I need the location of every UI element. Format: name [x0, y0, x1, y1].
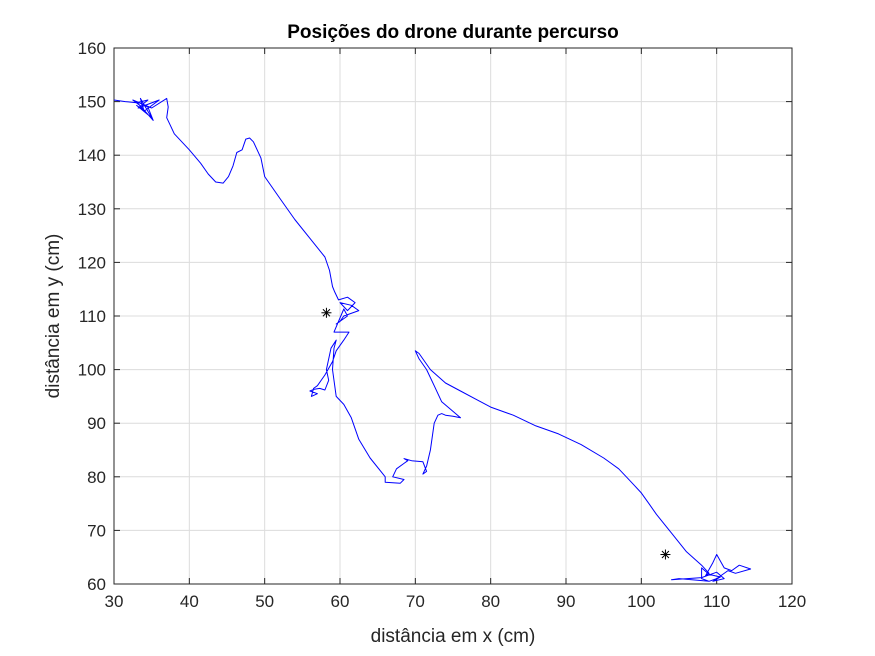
x-tick-label: 100: [627, 592, 655, 611]
y-tick-label: 100: [78, 361, 106, 380]
x-tick-label: 50: [255, 592, 274, 611]
x-tick-label: 120: [778, 592, 806, 611]
x-tick-label: 40: [180, 592, 199, 611]
x-tick-label: 90: [557, 592, 576, 611]
x-tick-label: 110: [703, 592, 730, 611]
x-tick-label: 80: [481, 592, 500, 611]
y-tick-label: 60: [87, 575, 106, 594]
y-tick-label: 110: [79, 307, 106, 326]
y-tick-label: 130: [78, 200, 106, 219]
y-tick-label: 150: [78, 93, 106, 112]
x-axis-label: distância em x (cm): [371, 626, 536, 647]
x-tick-label: 30: [105, 592, 124, 611]
axis-ticks: 30 40 50 60 70 80 90 100 110 120 60 70 80 90 100 110 120…: [78, 39, 807, 611]
y-tick-label: 70: [87, 521, 106, 540]
star-marker: [660, 549, 671, 560]
y-tick-label: 140: [78, 146, 106, 165]
star-marker: [321, 307, 332, 318]
drone-path-line: [113, 97, 752, 582]
data-layer: [113, 97, 752, 582]
y-tick-label: 160: [78, 39, 106, 58]
y-tick-label: 90: [87, 414, 106, 433]
x-tick-label: 70: [406, 592, 425, 611]
y-tick-label: 80: [87, 468, 106, 487]
x-tick-label: 60: [331, 592, 350, 611]
chart-title: Posições do drone durante percurso: [287, 22, 619, 43]
y-tick-label: 120: [78, 253, 106, 272]
y-axis-label: distância em y (cm): [43, 234, 64, 399]
